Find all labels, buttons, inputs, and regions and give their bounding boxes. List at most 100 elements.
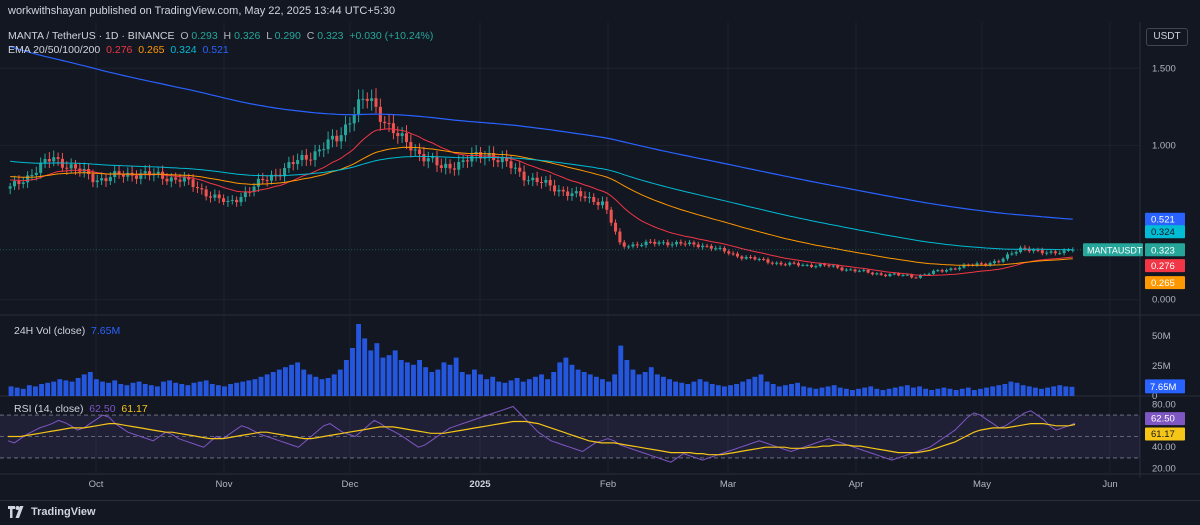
volume-bar — [740, 381, 746, 396]
candle-body — [984, 263, 988, 266]
volume-bar — [947, 388, 953, 396]
volume-bar — [258, 376, 264, 396]
ema-label[interactable]: EMA 20/50/100/200 — [8, 44, 101, 56]
symbol-price-tag — [1083, 243, 1143, 257]
candle-body — [452, 168, 456, 170]
rsi-tick-label: 20.00 — [1152, 464, 1176, 475]
volume-bar — [600, 379, 605, 396]
candle-body — [918, 274, 922, 278]
candle-body — [217, 194, 221, 199]
candle-body — [134, 175, 138, 179]
price-legend: MANTA / TetherUS · 1D · BINANCE O 0.293 … — [8, 30, 434, 42]
volume-bar — [63, 380, 69, 396]
volume-bar — [465, 374, 471, 396]
candle-body — [200, 188, 204, 190]
volume-bar — [435, 369, 441, 396]
candle-body — [352, 114, 356, 124]
volume-bar — [8, 386, 14, 396]
chart-frame[interactable]: Oct Nov Dec 2025 Feb Mar Apr May Jun 1.500 1.000 0.… — [0, 22, 1200, 500]
currency-button[interactable]: USDT — [1146, 28, 1188, 46]
volume-bar — [587, 374, 593, 396]
x-tick-label: May — [973, 479, 991, 490]
price-tag-label: 0.324 — [1151, 227, 1175, 238]
volume-bar — [234, 382, 240, 396]
symbol-name[interactable]: MANTA / TetherUS · 1D · BINANCE — [8, 30, 175, 42]
candle-body — [404, 133, 409, 143]
volume-bar — [307, 374, 313, 396]
volume-bar — [697, 379, 703, 396]
volume-bar — [252, 379, 258, 396]
price-tag — [1145, 225, 1185, 239]
candle-body — [243, 191, 247, 198]
candle-body — [579, 191, 583, 197]
volume-bar — [1008, 381, 1014, 396]
candle-body — [121, 174, 125, 177]
candle-body — [897, 273, 901, 276]
candle-body — [204, 189, 208, 197]
volume-label[interactable]: 24H Vol (close) — [14, 325, 86, 337]
candle-body — [457, 161, 461, 170]
candle-body — [683, 243, 687, 245]
rsi-label[interactable]: RSI (14, close) — [14, 403, 84, 415]
volume-bar — [965, 387, 971, 396]
volume-bar — [764, 381, 770, 396]
volume-bar — [624, 360, 630, 396]
chart-canvas[interactable]: Oct Nov Dec 2025 Feb Mar Apr May Jun 1.500 1.000 0.… — [0, 22, 1200, 500]
candle-body — [213, 194, 217, 198]
candle-body — [596, 202, 600, 206]
candle-body — [539, 182, 544, 184]
tradingview-logo[interactable]: TradingView — [8, 506, 96, 518]
candle-body — [252, 186, 256, 192]
candle-body — [1040, 250, 1044, 254]
candle-body — [823, 264, 827, 266]
candle-body — [805, 264, 809, 266]
volume-bar — [703, 381, 709, 396]
candle-body — [348, 123, 352, 125]
volume-bar — [331, 374, 337, 396]
candle-body — [139, 173, 143, 179]
candle-body — [622, 242, 626, 247]
volume-bar — [496, 381, 502, 396]
volume-bar — [386, 355, 392, 396]
volume-bar — [264, 374, 270, 396]
volume-bar — [112, 380, 118, 396]
volume-bar — [404, 362, 410, 396]
candle-body — [844, 269, 848, 271]
volume-bar — [32, 386, 38, 396]
volume-bar — [581, 372, 587, 396]
candle-body — [557, 189, 561, 192]
candle-body — [653, 241, 657, 244]
candle-body — [26, 175, 30, 183]
candle-body — [448, 163, 452, 169]
candle-body — [927, 273, 931, 275]
candle-body — [256, 178, 260, 187]
candle-body — [148, 171, 152, 176]
volume-bar — [990, 386, 996, 396]
candle-body — [740, 256, 744, 259]
candle-body — [383, 121, 387, 124]
candle-body — [34, 172, 38, 175]
candle-body — [731, 253, 735, 255]
candle-body — [222, 198, 226, 203]
price-tag-label: 0.323 — [1151, 245, 1175, 256]
volume-bar — [222, 386, 227, 396]
x-tick-label: Nov — [216, 479, 233, 490]
volume-bar — [429, 372, 435, 396]
candle-body — [788, 262, 792, 265]
vol-tag-label: 7.65M — [1150, 382, 1176, 393]
volume-bar — [142, 384, 148, 396]
volume-bar — [923, 388, 929, 396]
candle-body — [326, 139, 330, 150]
ema200-value: 0.521 — [202, 44, 229, 56]
candle-body — [801, 264, 805, 266]
candle-body — [104, 178, 108, 182]
candle-body — [945, 270, 949, 272]
volume-bar — [734, 384, 740, 396]
candle-body — [744, 257, 748, 259]
ema20-line — [10, 128, 1073, 277]
candle-body — [509, 161, 513, 169]
volume-bar — [459, 372, 465, 396]
volume-bar — [782, 385, 788, 396]
volume-bar — [1002, 384, 1008, 396]
candle-body — [261, 178, 265, 181]
